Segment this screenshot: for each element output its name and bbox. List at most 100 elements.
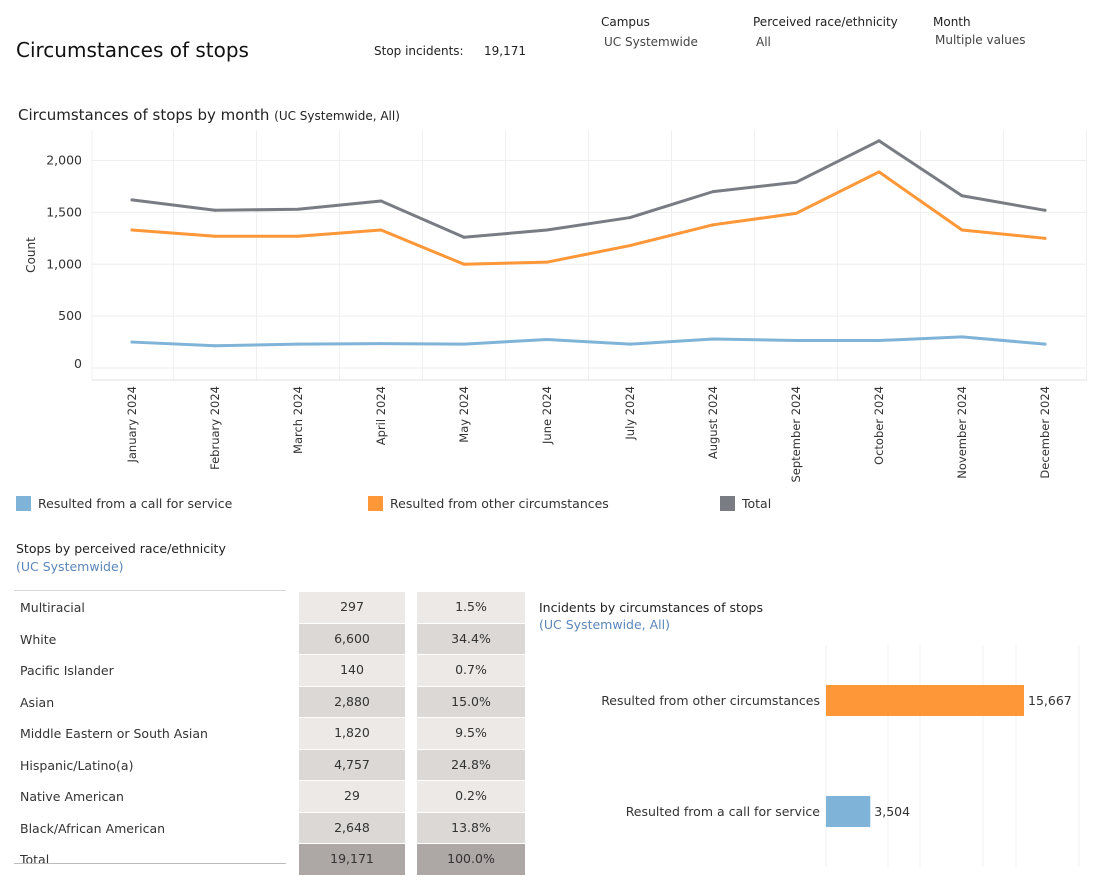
line-point[interactable] [794,180,798,184]
legend-swatch-other-circumstances [368,496,383,511]
table-row: Native American 29 0.2% [14,780,526,812]
line-chart-x-tick-label: January 2024 [125,386,139,464]
legend-item-total[interactable]: Total [720,496,771,511]
line-point[interactable] [711,337,715,341]
table-row: Middle Eastern or South Asian 1,820 9.5% [14,717,526,749]
line-chart-x-tick-label: April 2024 [374,386,388,445]
line-point[interactable] [628,244,632,248]
line-chart-y-ticks: 0 500 1,000 1,500 2,000 [46,153,82,372]
row-count: 6,600 [299,623,405,654]
line-series-total[interactable] [130,139,1047,239]
race-table-title: Stops by perceived race/ethnicity [16,541,226,556]
bar-resulted-from-other-circumstances[interactable] [826,685,1024,716]
month-filter-value[interactable]: Multiple values [935,33,1026,47]
race-table-subtitle: (UC Systemwide) [16,559,124,574]
row-count: 29 [299,781,405,812]
row-label: Asian [20,694,55,710]
line-point[interactable] [877,139,881,143]
line-point[interactable] [545,228,549,232]
bar-category-label: Resulted from other circumstances [601,693,820,708]
line-point[interactable] [711,190,715,194]
line-chart-y-tick-label: 1,000 [46,256,82,271]
legend-label-total: Total [742,496,772,511]
campus-filter-title: Campus [601,15,650,29]
row-percent: 24.8% [417,749,525,780]
row-label: Native American [20,789,124,804]
line-chart-x-tick-label: August 2024 [706,386,720,459]
legend-label-other-circumstances: Resulted from other circumstances [390,496,609,511]
line-point[interactable] [1043,208,1047,212]
row-percent: 15.0% [417,686,525,717]
bar-resulted-from-a-call-for-service[interactable] [826,796,871,827]
line-point[interactable] [296,207,300,211]
line-chart-x-tick-label: March 2024 [291,386,305,454]
line-point[interactable] [628,216,632,220]
line-point[interactable] [960,194,964,198]
line-point[interactable] [711,223,715,227]
line-point[interactable] [213,344,217,348]
table-total-row: Total 19,171 100.0% [14,843,526,875]
row-count: 2,880 [299,686,405,717]
line-point[interactable] [379,228,383,232]
legend-label-call-for-service: Resulted from a call for service [38,496,233,511]
legend-swatch-call-for-service [16,496,31,511]
line-chart-y-tick-label: 0 [74,356,82,371]
legend-item-call-for-service[interactable]: Resulted from a call for service [16,496,232,511]
line-point[interactable] [794,211,798,215]
line-point[interactable] [960,335,964,339]
line-chart-title-text: Circumstances of stops by month [18,106,270,124]
page-title: Circumstances of stops [16,38,249,62]
row-count: 1,820 [299,718,405,749]
line-point[interactable] [960,228,964,232]
line-point[interactable] [794,339,798,343]
row-label: Middle Eastern or South Asian [20,726,208,741]
line-point[interactable] [379,342,383,346]
line-point[interactable] [877,339,881,343]
race-filter-title: Perceived race/ethnicity [753,15,898,29]
line-point[interactable] [296,342,300,346]
bar-chart-bars: Resulted from other circumstances 15,667 R… [601,685,1072,827]
line-chart: 0 500 1,000 1,500 2,000 January 2024 February… [24,130,1087,483]
line-chart-y-tick-label: 500 [58,308,82,323]
bar-chart-subtitle: (UC Systemwide, All) [539,617,670,632]
line-point[interactable] [462,235,466,239]
line-series-resulted-from-a-call-for-service[interactable] [130,335,1047,348]
line-point[interactable] [213,234,217,238]
row-count: 4,757 [299,749,405,780]
line-point[interactable] [379,199,383,203]
campus-filter-value[interactable]: UC Systemwide [604,35,698,49]
line-point[interactable] [877,170,881,174]
line-chart-gridlines [91,130,1087,381]
row-percent: 0.7% [417,655,525,686]
table-top-rule [14,590,286,591]
race-filter-value[interactable]: All [756,35,771,49]
line-chart-y-tick-label: 1,500 [46,204,82,219]
line-series-resulted-from-other-circumstances[interactable] [130,170,1047,266]
bar-value-label: 15,667 [1028,693,1072,708]
line-point[interactable] [462,342,466,346]
line-chart-x-tick-label: October 2024 [872,386,886,465]
line-point[interactable] [462,262,466,266]
line-point[interactable] [130,198,134,202]
line-point[interactable] [296,234,300,238]
line-point[interactable] [1043,236,1047,240]
line-point[interactable] [1043,342,1047,346]
line-chart-subtitle: (UC Systemwide, All) [274,109,400,123]
row-label: Pacific Islander [20,663,114,678]
table-row: Hispanic/Latino(a) 4,757 24.8% [14,748,526,780]
race-table: Multiracial 297 1.5% White 6,600 34.4% Pacific… [14,591,526,875]
row-percent: 13.8% [417,812,525,843]
line-point[interactable] [130,340,134,344]
line-chart-x-tick-label: May 2024 [457,386,471,443]
row-label: Multiracial [20,600,85,615]
line-point[interactable] [545,260,549,264]
stop-incidents-label: Stop incidents: [374,44,464,58]
bar-chart-title: Incidents by circumstances of stops [539,600,763,615]
line-chart-x-tick-label: November 2024 [955,386,969,479]
line-point[interactable] [130,228,134,232]
line-point[interactable] [213,208,217,212]
row-count: 19,171 [299,844,405,875]
line-point[interactable] [545,337,549,341]
line-point[interactable] [628,342,632,346]
legend-item-other-circumstances[interactable]: Resulted from other circumstances [368,496,609,511]
